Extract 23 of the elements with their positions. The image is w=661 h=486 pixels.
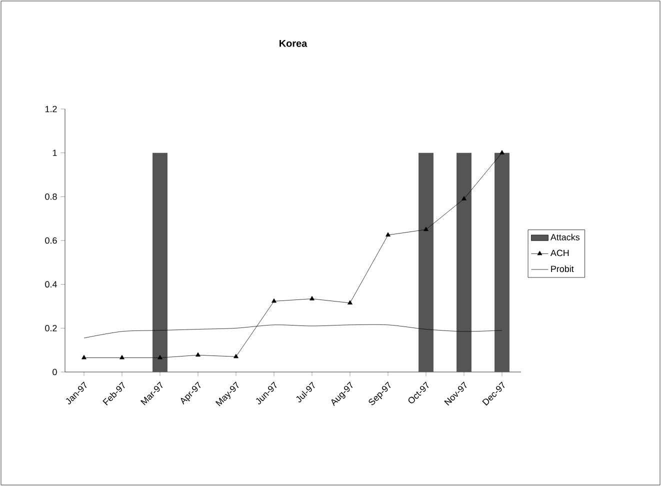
point	[272, 298, 276, 303]
y-tick-label: 0.6	[45, 237, 57, 244]
legend-label: ACH	[550, 250, 569, 256]
point	[500, 150, 504, 154]
point	[348, 300, 352, 304]
point	[234, 354, 238, 358]
point	[82, 354, 86, 360]
y-tick-label: 0.4	[45, 281, 57, 288]
legend-label: Probit	[551, 265, 574, 272]
y-tick-label: 0	[52, 368, 57, 376]
legend-label: Attacks	[550, 234, 580, 240]
y-tick-label: 0.8	[45, 193, 57, 200]
point	[462, 196, 466, 200]
point	[120, 354, 124, 360]
chart-title: Korea	[280, 40, 308, 47]
point	[196, 352, 200, 357]
point	[386, 232, 390, 237]
point	[158, 354, 162, 360]
y-tick-label: 1	[52, 150, 57, 156]
y-tick-label: 0.2	[45, 324, 57, 332]
point	[310, 296, 314, 300]
y-tick-label: 1.2	[45, 106, 57, 112]
point	[424, 226, 428, 232]
